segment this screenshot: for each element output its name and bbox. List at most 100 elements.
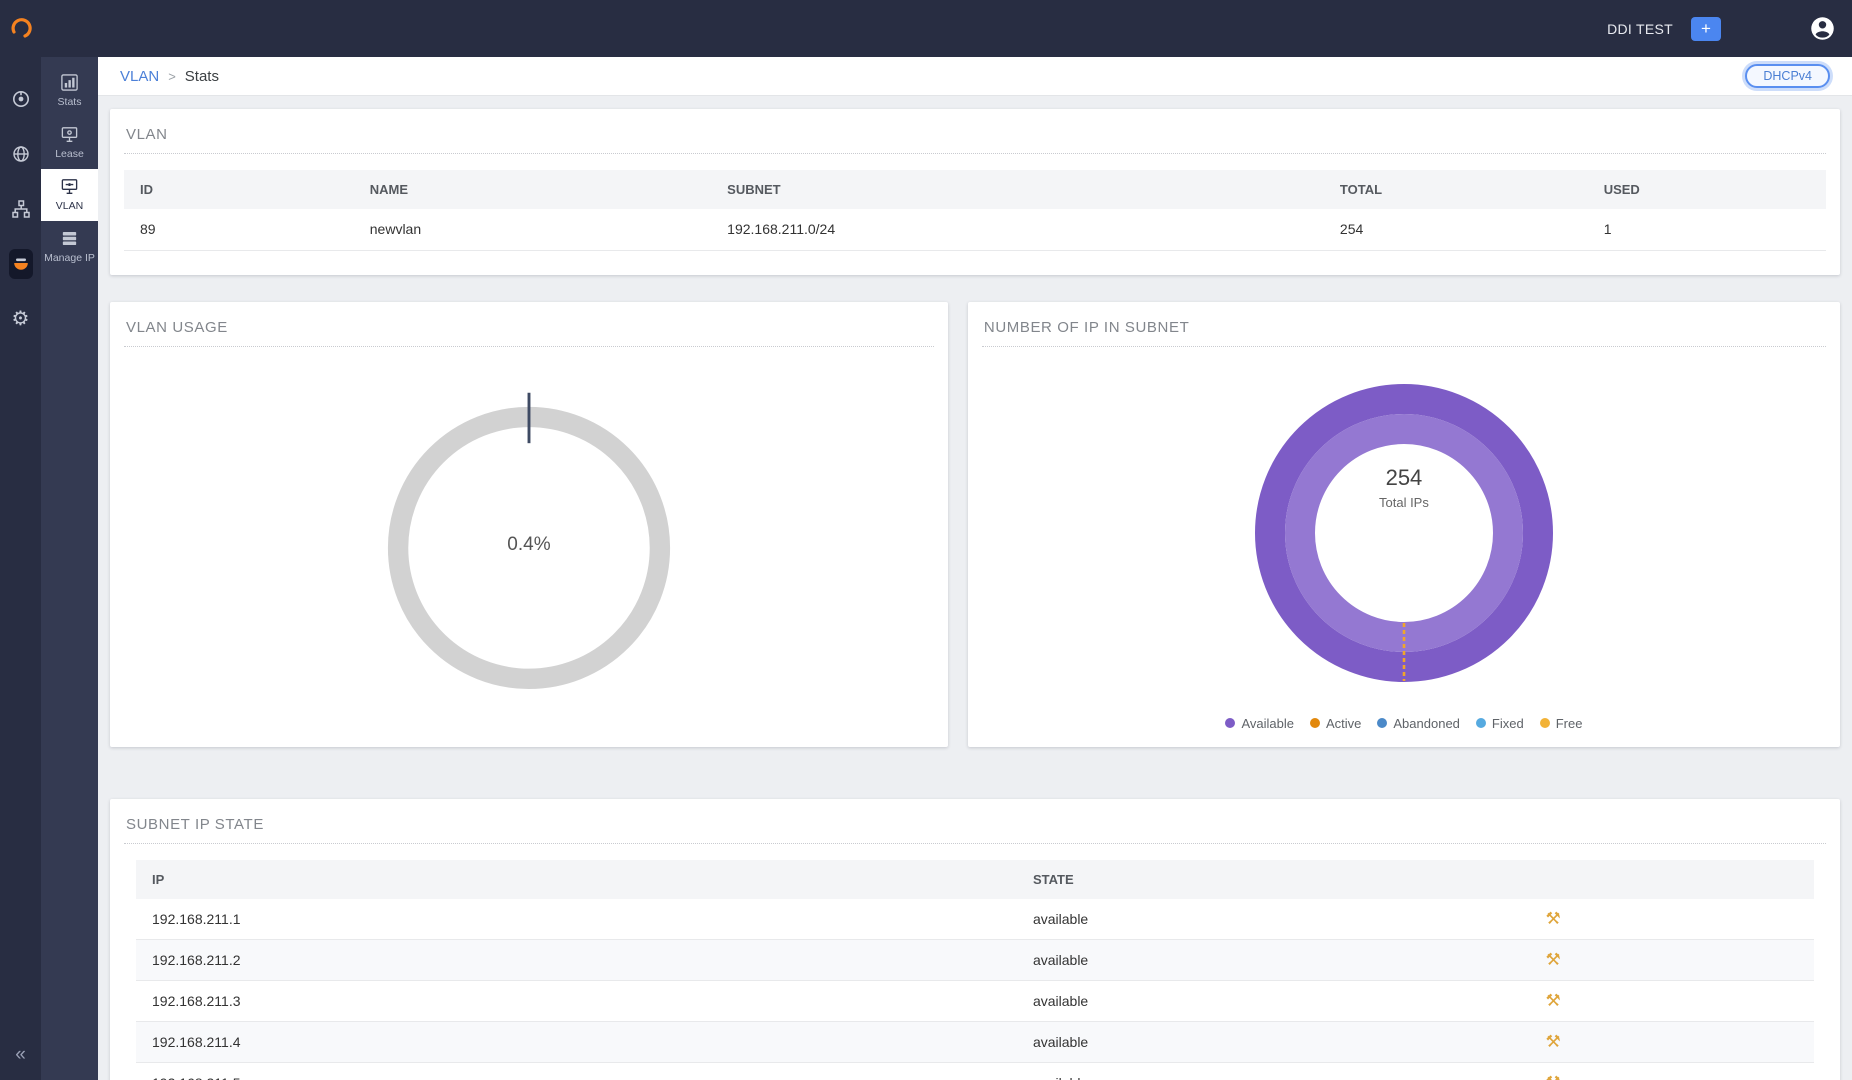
legend-label: Fixed (1491, 715, 1524, 731)
vlan-name-cell: newvlan (353, 209, 712, 251)
settings-gear-icon: ⚙ (11, 308, 30, 330)
user-account-button[interactable] (1809, 15, 1836, 42)
col-header-total: TOTAL (1323, 170, 1588, 209)
legend-item: Fixed (1475, 715, 1524, 731)
ip-subnet-donut (968, 347, 1840, 683)
state-cell: available (1016, 898, 1546, 940)
account-name-label: DDI TEST (1607, 20, 1673, 37)
stats-icon (61, 74, 78, 91)
lease-icon (61, 127, 78, 143)
usage-donut-chart (387, 392, 671, 689)
sidebar-item-manage-ip[interactable]: Manage IP (41, 221, 98, 273)
state-cell: available (1016, 980, 1546, 1022)
row-actions-cell: ⚒ (1545, 980, 1814, 1022)
dashboard-icon (12, 91, 29, 107)
legend-item: Free (1539, 715, 1583, 731)
row-actions-cell: ⚒ (1545, 898, 1814, 940)
vlan-usage-card: VLAN USAGE 0.4% (110, 301, 948, 747)
tools-icon[interactable]: ⚒ (1546, 1073, 1561, 1080)
donut-legend: Available Active Abandoned Fixed (968, 716, 1840, 731)
vlan-usage-gauge: 0.4% (110, 347, 948, 744)
breadcrumb: VLAN > Stats DHCPv4 (98, 57, 1852, 96)
row-actions-cell: ⚒ (1545, 1062, 1814, 1080)
row-actions-cell: ⚒ (1545, 939, 1814, 981)
sidebar-item-workflow[interactable] (9, 197, 33, 221)
subnet-ip-state-card: SUBNET IP STATE IP STATE 192.168.21 (110, 798, 1840, 1080)
ip-state-row[interactable]: 192.168.211.4 available ⚒ (136, 1021, 1814, 1063)
legend-label: Available (1241, 715, 1294, 731)
legend-dot-icon (1539, 718, 1550, 728)
legend-dot-icon (1475, 718, 1486, 728)
sidebar-item-label: Lease (55, 148, 84, 160)
legend-label: Abandoned (1393, 715, 1460, 731)
primary-sidebar: ⚙ « (0, 57, 41, 1080)
state-cell: available (1016, 939, 1546, 981)
card-title-vlan-usage: VLAN USAGE (126, 318, 228, 336)
state-cell: available (1016, 1062, 1546, 1080)
state-cell: available (1016, 1021, 1546, 1063)
col-header-actions (1545, 859, 1814, 899)
sidebar-item-settings[interactable]: ⚙ (9, 307, 33, 331)
ip-state-row[interactable]: 192.168.211.5 available ⚒ (136, 1062, 1814, 1080)
breadcrumb-parent-link[interactable]: VLAN (120, 67, 160, 85)
vlan-table: ID NAME SUBNET TOTAL USED 89 newvlan 192… (124, 170, 1826, 251)
legend-dot-icon (1377, 718, 1388, 728)
ip-subnet-chart-card: NUMBER OF IP IN SUBNET 254 Total IPs (967, 301, 1840, 747)
top-bar: DDI TEST + (0, 0, 1852, 57)
legend-item: Abandoned (1377, 716, 1460, 731)
ip-cell: 192.168.211.5 (136, 1062, 1017, 1080)
vlan-used-cell: 1 (1587, 209, 1826, 251)
logo-icon (11, 17, 32, 38)
vlan-table-header: ID NAME SUBNET TOTAL USED (124, 170, 1826, 209)
col-header-used: USED (1587, 170, 1826, 209)
sidebar-item-dashboard[interactable] (9, 87, 33, 111)
sidebar-item-lease[interactable]: Lease (41, 117, 98, 169)
legend-dot-icon (1309, 718, 1320, 728)
ip-state-row[interactable]: 192.168.211.1 available ⚒ (136, 898, 1814, 940)
ip-cell: 192.168.211.2 (136, 939, 1017, 981)
legend-dot-icon (1225, 718, 1236, 728)
ip-cell: 192.168.211.3 (136, 980, 1017, 1022)
col-header-ip: IP (136, 859, 1017, 899)
row-actions-cell: ⚒ (1545, 1021, 1814, 1063)
secondary-sidebar: Stats Lease VLAN (41, 57, 98, 1080)
ip-state-table: IP STATE 192.168.211.1 available ⚒ (136, 859, 1814, 1080)
sidebar-item-stats[interactable]: Stats (41, 65, 98, 117)
ip-cell: 192.168.211.1 (136, 898, 1017, 940)
vlan-subnet-cell: 192.168.211.0/24 (711, 209, 1324, 251)
dhcp-active-highlight (8, 249, 33, 279)
tools-icon[interactable]: ⚒ (1545, 991, 1561, 1010)
sidebar-item-dhcp[interactable] (8, 249, 33, 279)
dns-globe-icon (12, 146, 29, 162)
sidebar-item-dns[interactable] (9, 142, 33, 166)
collapse-sidebar-button[interactable]: « (0, 1044, 41, 1066)
vlan-total-cell: 254 (1323, 209, 1588, 251)
vlan-id-cell: 89 (124, 209, 354, 251)
legend-label: Free (1555, 715, 1583, 731)
ip-state-row[interactable]: 192.168.211.2 available ⚒ (136, 939, 1814, 981)
app-logo (0, 16, 41, 42)
tools-icon[interactable]: ⚒ (1545, 950, 1561, 969)
ip-cell: 192.168.211.4 (136, 1021, 1017, 1063)
account-circle-icon (1811, 17, 1834, 40)
ip-state-row[interactable]: 192.168.211.3 available ⚒ (136, 980, 1814, 1022)
vlan-icon (61, 179, 78, 195)
ip-state-table-header: IP STATE (136, 859, 1814, 899)
protocol-pill-dhcpv4[interactable]: DHCPv4 (1745, 64, 1830, 88)
card-title-ip-subnet: NUMBER OF IP IN SUBNET (983, 318, 1190, 336)
vlan-summary-card: VLAN ID NAME SUBNET TOTAL USED (110, 109, 1840, 275)
sidebar-item-label: Manage IP (44, 252, 95, 264)
tools-icon[interactable]: ⚒ (1545, 908, 1561, 928)
vlan-table-row[interactable]: 89 newvlan 192.168.211.0/24 254 1 (124, 209, 1826, 251)
usage-percent-label: 0.4% (507, 534, 551, 555)
breadcrumb-current: Stats (184, 67, 219, 85)
legend-item: Active (1309, 715, 1362, 731)
legend-label: Active (1325, 715, 1362, 731)
sidebar-item-vlan[interactable]: VLAN (41, 169, 98, 221)
tools-icon[interactable]: ⚒ (1545, 1032, 1561, 1051)
col-header-state: STATE (1016, 859, 1546, 899)
sidebar-item-label: Stats (57, 96, 82, 108)
ip-donut-chart (1254, 383, 1553, 682)
add-button[interactable]: + (1691, 16, 1721, 41)
legend-item: Available (1225, 716, 1294, 731)
